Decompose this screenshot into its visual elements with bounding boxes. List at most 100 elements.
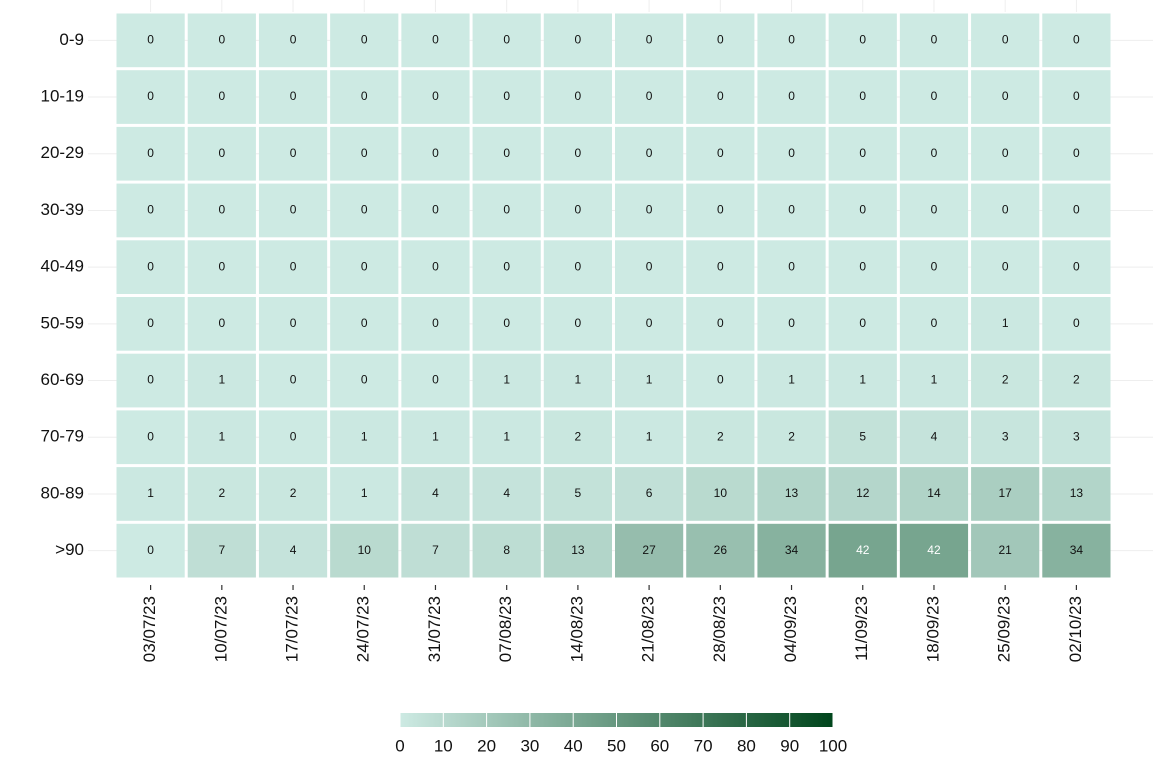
cell-value-label: 7 <box>218 543 225 557</box>
heatmap-cell <box>472 523 541 578</box>
cell-value-label: 0 <box>290 316 297 330</box>
cell-value-label: 0 <box>646 89 653 103</box>
x-tick-label: 10/07/23 <box>211 596 230 662</box>
cell-value-label: 5 <box>575 486 582 500</box>
heatmap-cell <box>472 240 541 294</box>
cell-value-label: 0 <box>646 316 653 330</box>
cell-value-label: 0 <box>147 429 154 443</box>
heatmap-cell <box>401 353 470 408</box>
heatmap-cell <box>686 240 755 294</box>
heatmap-cell <box>116 240 185 294</box>
cell-value-label: 2 <box>1002 373 1009 387</box>
heatmap-cell <box>899 467 969 521</box>
heatmap-cell <box>401 183 470 238</box>
cell-value-label: 2 <box>788 429 795 443</box>
cell-value-label: 4 <box>290 543 297 557</box>
heatmap-cell <box>899 410 969 465</box>
heatmap-cell <box>899 240 969 294</box>
heatmap-cell <box>472 467 541 521</box>
cell-value-label: 0 <box>788 203 795 217</box>
y-tick-label: >90 <box>55 540 84 559</box>
heatmap-cell <box>971 353 1040 408</box>
cell-value-label: 0 <box>1073 316 1080 330</box>
y-tick-label: 40-49 <box>41 257 84 276</box>
heatmap-cell <box>686 70 755 124</box>
cell-value-label: 34 <box>1070 543 1084 557</box>
cell-value-label: 1 <box>361 486 368 500</box>
cell-value-label: 0 <box>931 316 938 330</box>
cell-value-label: 0 <box>788 316 795 330</box>
cell-value-label: 0 <box>218 259 225 273</box>
y-tick-label: 20-29 <box>41 143 84 162</box>
heatmap-cell <box>116 183 185 238</box>
cell-value-label: 0 <box>931 259 938 273</box>
heatmap-cell <box>1042 240 1111 294</box>
heatmap-cell <box>899 523 969 578</box>
heatmap-cell <box>258 240 328 294</box>
x-tick-label: 28/08/23 <box>710 596 729 662</box>
cell-value-label: 17 <box>998 486 1012 500</box>
cell-value-label: 1 <box>503 429 510 443</box>
heatmap-cell <box>258 410 328 465</box>
heatmap-cell <box>757 240 826 294</box>
cell-value-label: 0 <box>717 373 724 387</box>
cell-value-label: 6 <box>646 486 653 500</box>
heatmap-cell <box>899 183 969 238</box>
cell-value-label: 0 <box>1073 259 1080 273</box>
cell-value-label: 0 <box>432 33 439 47</box>
cell-value-label: 12 <box>856 486 870 500</box>
cell-value-label: 0 <box>432 316 439 330</box>
heatmap-cell <box>258 70 328 124</box>
cell-value-label: 0 <box>147 373 154 387</box>
heatmap-cell <box>757 353 826 408</box>
heatmap-cell <box>686 523 755 578</box>
heatmap-cell <box>187 467 256 521</box>
cell-value-label: 0 <box>1002 259 1009 273</box>
x-tick-label: 21/08/23 <box>639 596 658 662</box>
cell-value-label: 0 <box>1073 203 1080 217</box>
cell-value-label: 0 <box>290 429 297 443</box>
cell-value-label: 0 <box>717 203 724 217</box>
heatmap-cell <box>828 467 897 521</box>
cell-value-label: 0 <box>1073 89 1080 103</box>
heatmap-cell <box>899 353 969 408</box>
heatmap-cell <box>543 297 612 351</box>
cell-value-label: 0 <box>503 316 510 330</box>
heatmap-cell <box>615 297 684 351</box>
heatmap-cell <box>401 240 470 294</box>
heatmap-cell <box>401 467 470 521</box>
cell-value-label: 0 <box>646 146 653 160</box>
cell-value-label: 0 <box>503 89 510 103</box>
y-tick-label: 70-79 <box>41 427 84 446</box>
heatmap-cell <box>187 126 256 181</box>
heatmap-cell <box>615 183 684 238</box>
heatmap-cell <box>401 297 470 351</box>
cell-value-label: 0 <box>218 146 225 160</box>
x-tick-label: 17/07/23 <box>283 596 302 662</box>
cell-value-label: 0 <box>147 33 154 47</box>
y-tick-label: 30-39 <box>41 200 84 219</box>
cell-value-label: 4 <box>931 429 938 443</box>
cell-value-label: 0 <box>931 146 938 160</box>
cell-value-label: 0 <box>503 33 510 47</box>
cell-value-label: 0 <box>1002 89 1009 103</box>
y-tick-label: 50-59 <box>41 313 84 332</box>
cell-value-label: 0 <box>290 146 297 160</box>
heatmap-cell <box>401 410 470 465</box>
cell-value-label: 1 <box>788 373 795 387</box>
cell-value-label: 8 <box>503 543 510 557</box>
cell-value-label: 13 <box>785 486 799 500</box>
cell-value-label: 4 <box>503 486 510 500</box>
cell-value-label: 1 <box>575 373 582 387</box>
cell-value-label: 0 <box>361 259 368 273</box>
cell-value-label: 0 <box>575 146 582 160</box>
heatmap-cell <box>330 467 399 521</box>
heatmap-cell <box>615 240 684 294</box>
x-tick-label: 25/09/23 <box>995 596 1014 662</box>
cell-value-label: 0 <box>575 259 582 273</box>
cell-value-label: 3 <box>1073 429 1080 443</box>
cell-value-label: 0 <box>859 259 866 273</box>
heatmap-cell <box>543 353 612 408</box>
cell-value-label: 0 <box>147 89 154 103</box>
heatmap-cell <box>543 13 612 68</box>
